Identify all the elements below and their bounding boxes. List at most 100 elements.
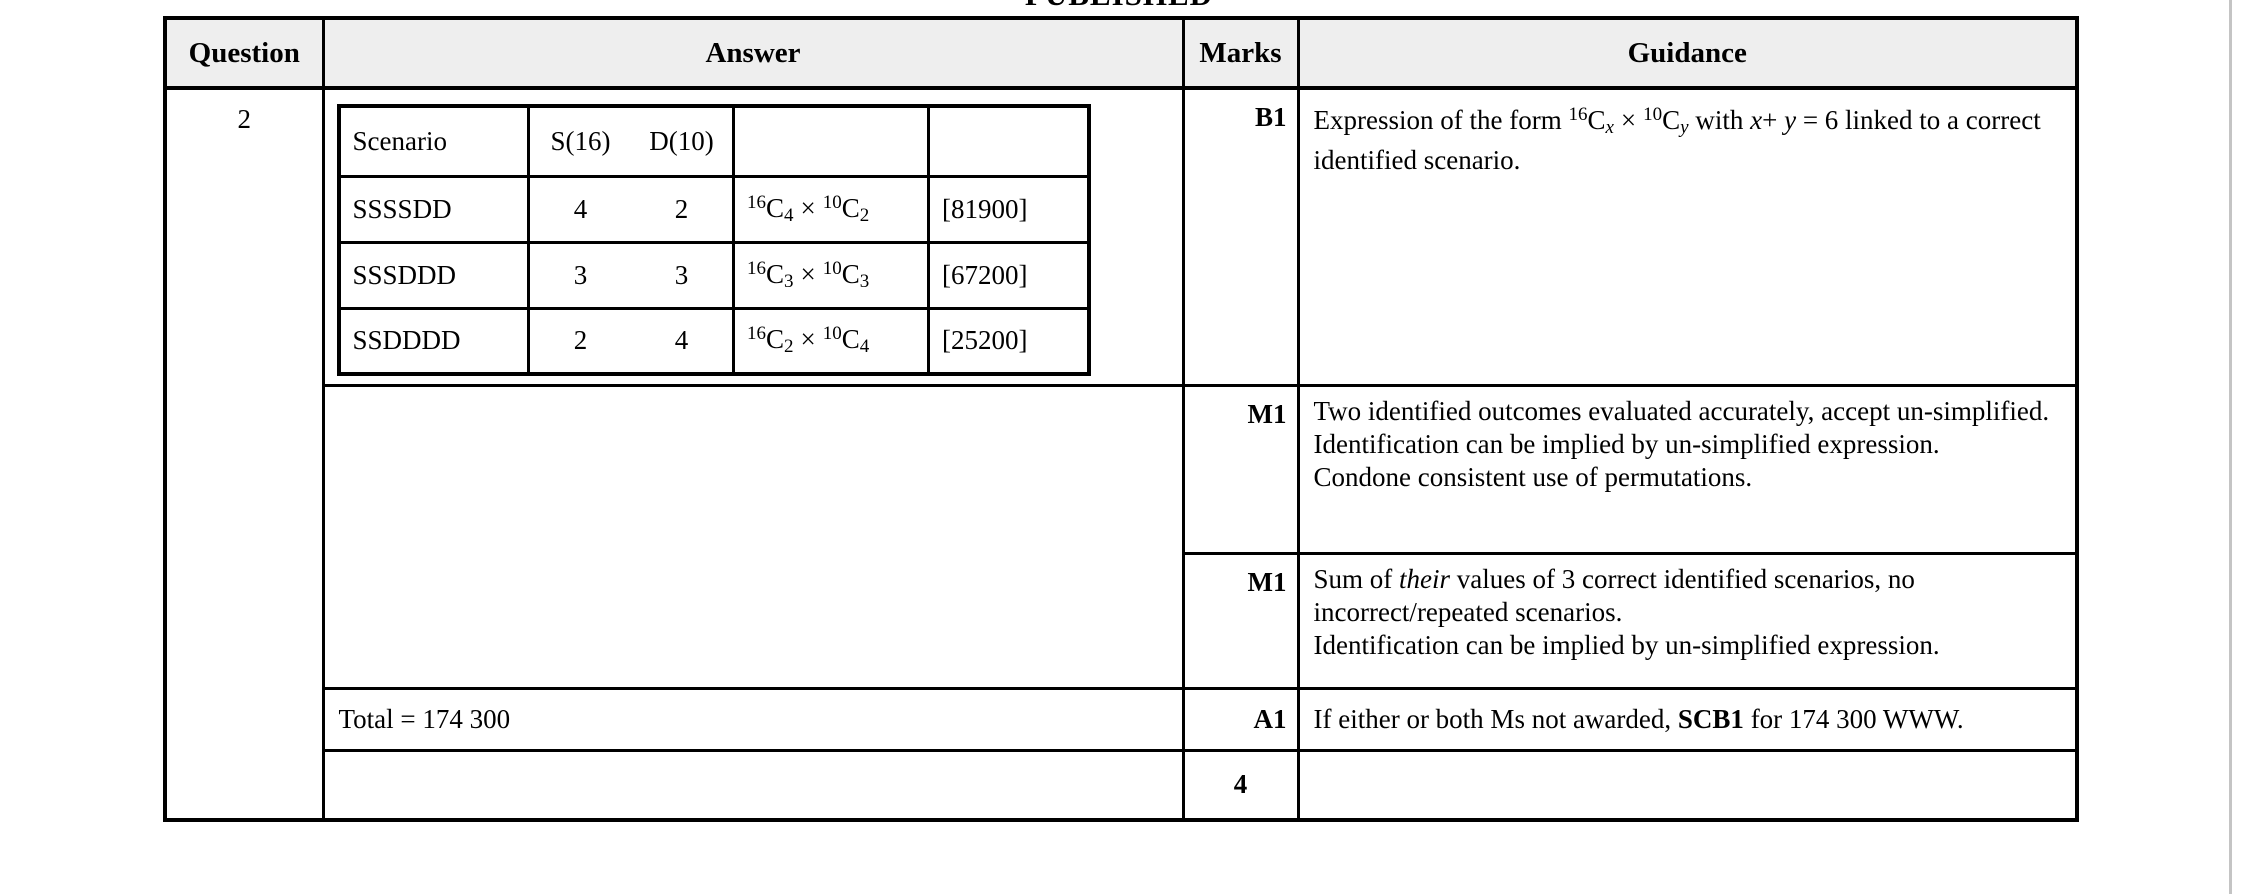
empty-cell	[732, 104, 930, 178]
c-symbol: C	[841, 324, 860, 355]
s-value: 2	[573, 325, 588, 356]
multiply-sign: ×	[800, 324, 816, 355]
c-symbol: C	[1587, 105, 1606, 135]
total-marks-cell: 4	[1181, 748, 1300, 822]
evaluated-value: [25200]	[927, 306, 1090, 376]
guidance-text: for 174 300 WWW.	[1743, 703, 1964, 734]
s-label: S(16)	[550, 125, 611, 156]
answer-cell-empty	[321, 383, 1185, 690]
scenario-row: SSSSDD 4 2 16C4 × 10C2 [81900]	[337, 174, 1090, 244]
s-value: 4	[573, 193, 588, 224]
sup-index: 10	[822, 191, 842, 213]
sub-index: 4	[784, 204, 794, 226]
sd-values-cell: 2 4	[527, 306, 735, 376]
total-cell: Total = 174 300	[321, 686, 1185, 752]
scb1-label: SCB1	[1677, 703, 1744, 734]
header-row: Question Answer Marks Guidance	[163, 16, 2079, 90]
d-label: D(10)	[649, 125, 714, 156]
guidance-text: with	[1688, 105, 1751, 135]
scenario-name: SSDDDD	[337, 306, 530, 376]
scenario-row: SSSDDD 3 3 16C3 × 10C3 [67200]	[337, 240, 1090, 310]
c-symbol: C	[841, 258, 860, 289]
sd-values-cell: 4 2	[527, 174, 735, 244]
guidance-line: Condone consistent use of permutations.	[1313, 461, 1753, 492]
sub-index: x	[1605, 117, 1614, 138]
row-a1-total: Total = 174 300 A1 If either or both Ms …	[165, 686, 2079, 752]
sup-index: 10	[822, 257, 842, 279]
row-m1-first: M1 Two identified outcomes evaluated acc…	[165, 383, 2079, 690]
guidance-text-italic: their	[1399, 563, 1451, 594]
mark-m1-first: M1	[1181, 383, 1300, 555]
combination-expression: 16C3 × 10C3	[732, 240, 930, 310]
guidance-m1-second: Sum of their values of 3 correct identif…	[1296, 551, 2079, 690]
answer-column-header: Answer	[321, 16, 1185, 90]
guidance-line: Two identified outcomes evaluated accura…	[1313, 395, 2050, 426]
multiply-sign: ×	[800, 258, 816, 289]
guidance-m1-first: Two identified outcomes evaluated accura…	[1296, 383, 2079, 555]
variable-x: x	[1750, 105, 1763, 135]
sub-index: y	[1680, 117, 1689, 138]
sub-index: 2	[859, 204, 870, 226]
mark-m1-second: M1	[1181, 551, 1300, 690]
guidance-text: = 6 linked to a correct identified scena…	[1313, 105, 2041, 175]
multiply-sign: ×	[1620, 105, 1637, 135]
variable-y: y	[1784, 105, 1797, 135]
sd-values-cell: 3 3	[527, 240, 735, 310]
empty-cell	[927, 104, 1090, 178]
combination-expression: 16C2 × 10C4	[732, 306, 930, 376]
c-symbol: C	[766, 258, 785, 289]
mark-scheme-table: Question Answer Marks Guidance 2 Scenari…	[163, 16, 2079, 822]
row-m1-second: M1 Sum of their values of 3 correct iden…	[165, 551, 2079, 690]
guidance-text: If either or both Ms not awarded,	[1313, 703, 1678, 734]
d-value: 2	[674, 193, 689, 224]
mark-b1: B1	[1181, 86, 1300, 387]
evaluated-value: [67200]	[927, 240, 1090, 310]
c-symbol: C	[766, 192, 785, 223]
scenario-name: SSSSDD	[337, 174, 530, 244]
row-mark-total: 4	[165, 748, 2079, 822]
guidance-column-header: Guidance	[1296, 16, 2079, 90]
sup-index: 16	[1568, 104, 1588, 125]
d-value: 3	[674, 259, 689, 290]
combination-expression: 16C4 × 10C2	[732, 174, 930, 244]
marks-column-header: Marks	[1181, 16, 1300, 90]
guidance-b1: Expression of the form 16Cx × 10Cy with x+…	[1296, 86, 2079, 387]
s-value: 3	[573, 259, 588, 290]
scenario-name: SSSDDD	[337, 240, 530, 310]
c-symbol: C	[841, 192, 860, 223]
guidance-text: +	[1762, 105, 1785, 135]
multiply-sign: ×	[800, 192, 816, 223]
guidance-text: values of 3 correct identified scenarios…	[1313, 563, 1915, 627]
sup-index: 10	[1643, 104, 1663, 125]
sup-index: 16	[747, 191, 766, 213]
scenario-label: Scenario	[337, 104, 530, 178]
sub-index: 3	[784, 270, 794, 292]
d-value: 4	[674, 325, 689, 356]
guidance-a1: If either or both Ms not awarded, SCB1 f…	[1296, 686, 2079, 752]
scrollbar-track[interactable]	[2229, 0, 2232, 894]
row-b1: 2 Scenario S(16) D(10)	[163, 86, 2079, 822]
scenario-table: Scenario S(16) D(10) SSSSDD	[336, 104, 1091, 376]
sup-index: 10	[822, 323, 842, 345]
c-symbol: C	[1662, 105, 1681, 135]
sup-index: 16	[747, 323, 766, 345]
sub-index: 3	[859, 270, 870, 292]
sub-index: 2	[784, 336, 794, 358]
question-number-cell: 2	[163, 86, 325, 822]
guidance-line: Identification can be implied by un-simp…	[1313, 629, 1940, 660]
sup-index: 16	[747, 257, 766, 279]
c-symbol: C	[766, 324, 785, 355]
published-watermark: PUBLISHED	[1019, 0, 1219, 13]
answer-cell-empty	[321, 748, 1185, 822]
guidance-text: Expression of the form	[1313, 105, 1569, 135]
guidance-text: Sum of	[1313, 563, 1400, 594]
evaluated-value: [81900]	[927, 174, 1090, 244]
sd-labels-cell: S(16) D(10)	[527, 104, 735, 178]
question-column-header: Question	[163, 16, 325, 90]
guidance-line: Identification can be implied by un-simp…	[1313, 428, 1940, 459]
mark-a1: A1	[1181, 686, 1300, 752]
scenario-row: SSDDDD 2 4 16C2 × 10C4 [25200]	[337, 306, 1090, 376]
scenario-header-row: Scenario S(16) D(10)	[337, 104, 1090, 178]
answer-cell-scenarios: Scenario S(16) D(10) SSSSDD	[321, 86, 1185, 387]
